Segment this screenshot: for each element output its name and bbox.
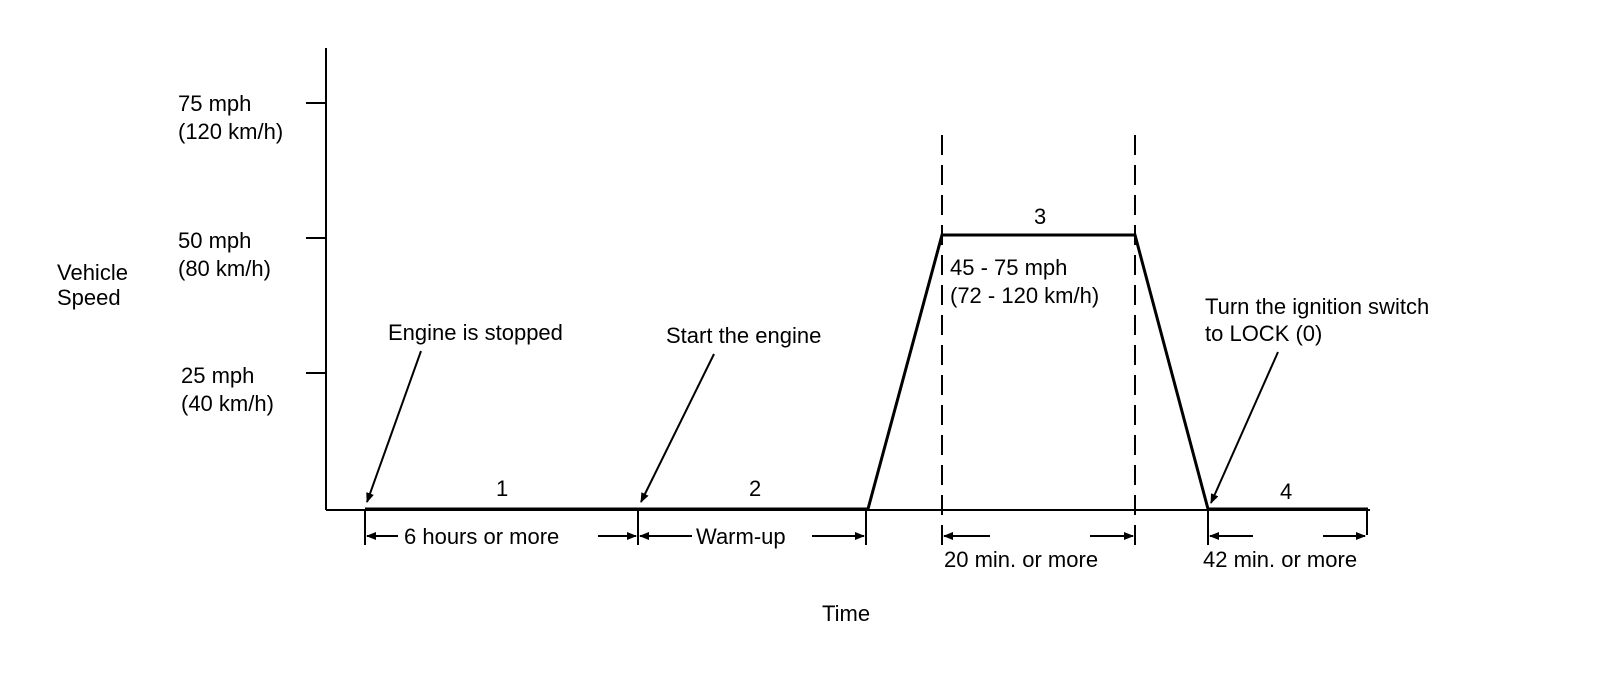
engine-stopped-leader-arrow <box>366 350 422 503</box>
annotation-engine-stopped: Engine is stopped <box>388 320 563 345</box>
y-axis-title-line2: Speed <box>57 285 121 310</box>
phase-4-number: 4 <box>1280 479 1292 504</box>
annotation-start-engine: Start the engine <box>666 323 821 348</box>
y-tick-label-50-kmh: (80 km/h) <box>178 256 271 281</box>
phase-3-speed-kmh: (72 - 120 km/h) <box>950 283 1099 308</box>
speed-profile-line <box>365 233 1368 511</box>
y-tick-label-50-mph: 50 mph <box>178 228 251 253</box>
annotation-ignition-line2: to LOCK (0) <box>1205 321 1322 346</box>
ignition-leader-arrow <box>1210 351 1279 504</box>
duration-4-label: 42 min. or more <box>1203 547 1357 572</box>
x-axis-title: Time <box>822 601 870 626</box>
phase-3-number: 3 <box>1034 204 1046 229</box>
start-engine-leader-arrow <box>640 353 715 503</box>
y-tick-label-75-mph: 75 mph <box>178 91 251 116</box>
annotation-ignition-line1: Turn the ignition switch <box>1205 294 1429 319</box>
duration-1-label: 6 hours or more <box>404 524 559 549</box>
phase-2-number: 2 <box>749 476 761 501</box>
phase-1-number: 1 <box>496 476 508 501</box>
duration-2-label: Warm-up <box>696 524 786 549</box>
y-tick-label-25-mph: 25 mph <box>181 363 254 388</box>
y-tick-label-75-kmh: (120 km/h) <box>178 119 283 144</box>
y-axis-title-line1: Vehicle <box>57 260 128 285</box>
duration-3-label: 20 min. or more <box>944 547 1098 572</box>
phase-3-speed-mph: 45 - 75 mph <box>950 255 1067 280</box>
y-tick-label-25-kmh: (40 km/h) <box>181 391 274 416</box>
